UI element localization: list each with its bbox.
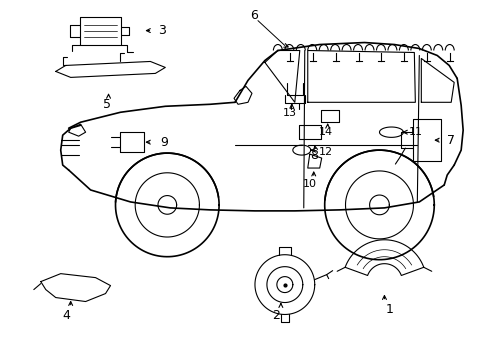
Text: 7: 7 [447,134,454,147]
Text: 12: 12 [318,147,332,157]
Text: 6: 6 [249,9,257,22]
Text: 14: 14 [318,127,332,137]
Text: 9: 9 [160,136,168,149]
Text: 8: 8 [309,149,317,162]
Text: 1: 1 [385,303,392,316]
Text: 2: 2 [271,309,279,322]
Text: 5: 5 [102,98,110,111]
Text: 13: 13 [282,108,296,118]
Text: 11: 11 [407,127,422,137]
Text: 4: 4 [62,309,70,322]
Text: 10: 10 [302,179,316,189]
Text: 3: 3 [158,24,166,37]
